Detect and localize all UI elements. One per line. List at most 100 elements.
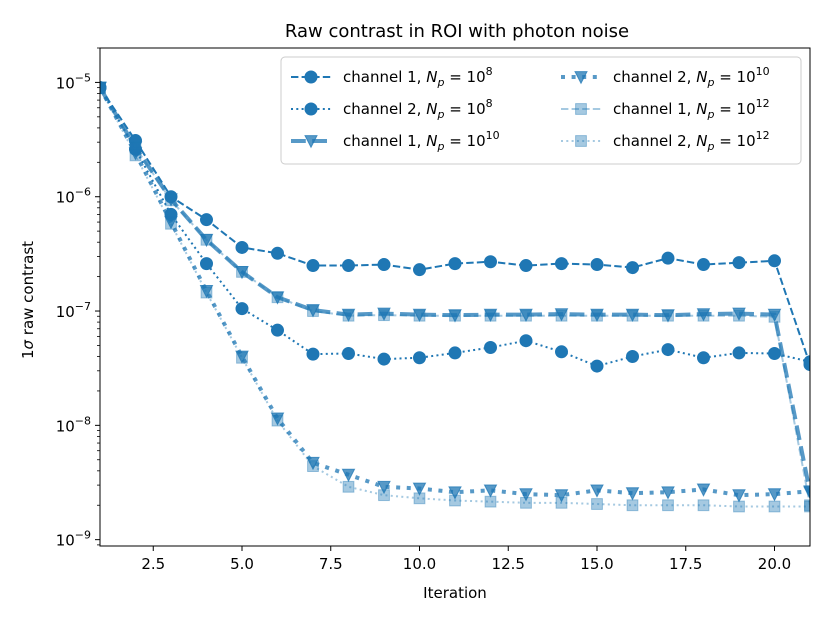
legend-label: channel 2, Np = 1012 <box>613 129 770 153</box>
data-point <box>306 259 320 273</box>
data-point <box>483 484 498 498</box>
series-line <box>100 87 810 506</box>
legend: channel 1, Np = 108 channel 2, Np = 108 ch… <box>280 56 802 165</box>
data-point <box>342 347 355 361</box>
data-point <box>164 193 178 207</box>
data-point <box>484 255 497 269</box>
legend-label: channel 2, Np = 1010 <box>613 65 770 89</box>
data-point <box>307 305 319 317</box>
data-point <box>271 414 284 427</box>
series-2 <box>100 81 810 373</box>
data-point <box>590 308 604 323</box>
data-point <box>271 246 284 260</box>
data-point <box>554 308 569 322</box>
data-point <box>377 352 391 366</box>
data-point <box>306 456 320 471</box>
data-point <box>271 323 284 337</box>
data-point <box>342 259 355 273</box>
data-point <box>378 309 390 322</box>
data-point <box>100 81 106 94</box>
legend-label: channel 1, Np = 1012 <box>613 97 770 121</box>
series-6 <box>100 81 810 513</box>
data-point <box>200 286 213 299</box>
y-axis-label: 1σ raw contrast <box>19 241 37 359</box>
data-point <box>520 309 532 322</box>
series-line <box>100 87 810 508</box>
data-point <box>235 265 249 280</box>
y-axis-label-sigma: σ <box>19 340 37 350</box>
data-point <box>697 351 710 365</box>
x-tick-label: 2.5 <box>141 555 165 573</box>
series-group <box>100 81 810 513</box>
data-point <box>661 251 675 265</box>
data-point <box>341 468 356 483</box>
data-point <box>448 486 462 500</box>
data-point <box>625 308 640 323</box>
data-point <box>235 350 249 364</box>
y-tick-label: 10−6 <box>56 186 91 207</box>
y-axis-label-rest: raw contrast <box>19 241 37 340</box>
legend-marker <box>304 70 318 84</box>
data-point <box>697 309 710 322</box>
legend-label: channel 2, Np = 108 <box>343 97 493 121</box>
data-point <box>412 308 427 323</box>
data-point <box>732 346 746 360</box>
data-point <box>767 488 782 502</box>
data-point <box>235 240 249 254</box>
data-point <box>484 309 497 322</box>
data-point <box>555 496 568 509</box>
data-point <box>484 495 497 508</box>
data-point <box>732 489 746 503</box>
legend-entry: channel 1, Np = 1010 <box>291 129 500 153</box>
data-point <box>306 347 320 361</box>
data-point <box>590 484 604 498</box>
plot-frame <box>99 47 811 547</box>
x-tick-label: 17.5 <box>669 555 702 573</box>
data-point <box>377 258 391 272</box>
legend-entry: channel 2, Np = 1012 <box>561 129 770 153</box>
legend-marker <box>304 135 318 149</box>
data-point <box>733 309 745 322</box>
data-point <box>662 309 674 322</box>
x-axis-label: Iteration <box>423 584 487 602</box>
data-point <box>448 346 462 360</box>
data-point <box>378 489 390 502</box>
data-point <box>449 494 461 507</box>
plot-area <box>100 81 810 513</box>
data-point <box>768 310 781 323</box>
x-tick-label: 10.0 <box>403 555 436 573</box>
data-point <box>803 485 810 499</box>
data-point <box>377 480 391 495</box>
data-point <box>199 233 214 248</box>
data-point <box>448 257 462 271</box>
data-point <box>129 149 142 162</box>
series-4 <box>100 81 810 503</box>
data-point <box>697 258 710 272</box>
data-point <box>590 258 604 272</box>
data-point <box>590 359 604 373</box>
data-point <box>100 81 106 94</box>
data-point <box>519 308 533 323</box>
x-tick-label: 12.5 <box>492 555 525 573</box>
data-point <box>342 480 355 493</box>
data-point <box>733 500 745 513</box>
series-line <box>100 87 810 365</box>
data-point <box>165 194 177 207</box>
legend-entry: channel 1, Np = 1012 <box>561 97 770 121</box>
data-point <box>164 216 178 230</box>
data-point <box>626 499 639 512</box>
y-tick-label: 10−8 <box>56 414 91 435</box>
data-point <box>768 500 781 513</box>
legend-label: channel 1, Np = 1010 <box>343 129 500 153</box>
data-point <box>696 483 711 497</box>
data-point <box>341 308 356 323</box>
chart-title: Raw contrast in ROI with photon noise <box>285 21 629 42</box>
data-point <box>342 309 355 322</box>
data-point <box>626 309 639 322</box>
data-point <box>100 81 107 96</box>
data-point <box>591 309 603 322</box>
data-point <box>555 309 568 322</box>
data-point <box>519 259 533 273</box>
data-point <box>306 304 320 318</box>
